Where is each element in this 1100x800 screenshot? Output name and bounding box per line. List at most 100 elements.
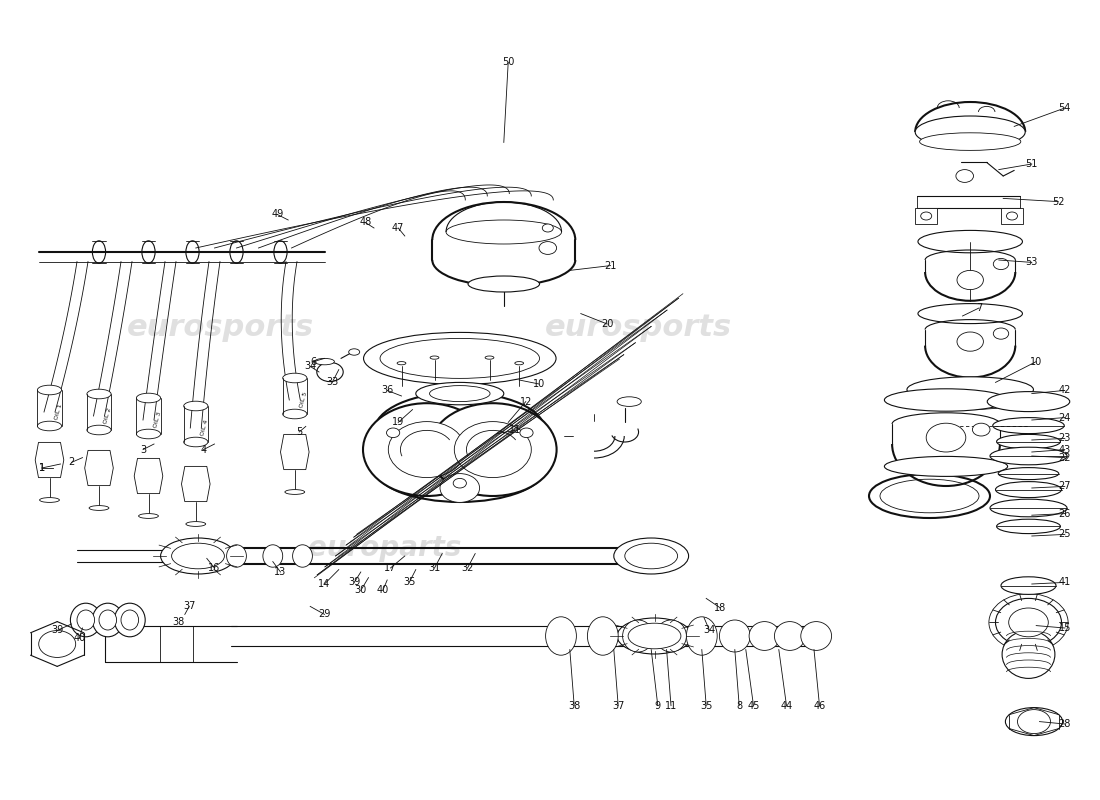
Text: 3: 3 [140, 445, 146, 454]
Circle shape [429, 403, 557, 496]
Ellipse shape [315, 358, 334, 365]
Text: 45: 45 [747, 701, 760, 710]
Ellipse shape [920, 133, 1021, 150]
Ellipse shape [990, 447, 1067, 465]
Ellipse shape [87, 426, 111, 435]
Text: eurosports: eurosports [544, 314, 732, 342]
Ellipse shape [485, 356, 494, 359]
Text: 46: 46 [813, 701, 826, 710]
Ellipse shape [363, 333, 556, 384]
Text: 18: 18 [714, 603, 727, 613]
Text: 36: 36 [381, 386, 394, 395]
Polygon shape [915, 208, 937, 224]
Text: 25: 25 [1058, 530, 1071, 539]
Text: 47: 47 [392, 223, 405, 233]
Ellipse shape [1005, 707, 1063, 736]
Circle shape [454, 422, 531, 478]
Ellipse shape [988, 392, 1069, 411]
Ellipse shape [87, 390, 111, 399]
Text: 10: 10 [1030, 357, 1043, 366]
Text: 23: 23 [1058, 434, 1071, 443]
Text: 21: 21 [604, 261, 617, 270]
Ellipse shape [884, 389, 1008, 411]
Polygon shape [85, 450, 113, 486]
Circle shape [972, 423, 990, 436]
Ellipse shape [587, 617, 618, 655]
Circle shape [317, 362, 343, 382]
Circle shape [926, 423, 966, 452]
Polygon shape [1001, 208, 1023, 224]
Text: 30: 30 [354, 586, 367, 595]
Ellipse shape [617, 397, 641, 406]
Ellipse shape [70, 603, 101, 637]
Polygon shape [35, 442, 64, 478]
Circle shape [1009, 608, 1048, 637]
Circle shape [363, 403, 491, 496]
Text: 37: 37 [183, 602, 196, 611]
Text: 43: 43 [1058, 445, 1071, 454]
Circle shape [993, 328, 1009, 339]
Text: 7: 7 [976, 303, 982, 313]
Ellipse shape [1002, 630, 1055, 678]
Circle shape [520, 428, 534, 438]
Ellipse shape [227, 545, 246, 567]
Text: 8: 8 [736, 701, 743, 710]
Ellipse shape [924, 394, 1016, 410]
Text: 28: 28 [1058, 719, 1071, 729]
Text: 1: 1 [39, 463, 45, 473]
Ellipse shape [121, 610, 139, 630]
Text: 10: 10 [532, 379, 546, 389]
Ellipse shape [992, 418, 1065, 434]
Ellipse shape [285, 490, 305, 494]
Text: OIL 3: OIL 3 [153, 411, 162, 429]
Ellipse shape [184, 437, 208, 446]
Text: 32: 32 [461, 563, 474, 573]
Ellipse shape [801, 622, 832, 650]
Ellipse shape [161, 538, 235, 574]
Text: 11: 11 [664, 701, 678, 710]
Ellipse shape [430, 356, 439, 359]
Text: 52: 52 [1052, 197, 1065, 206]
Text: 22: 22 [1058, 453, 1071, 462]
Text: 6: 6 [310, 357, 317, 366]
Text: europarts: europarts [308, 534, 462, 562]
Ellipse shape [429, 386, 490, 402]
Circle shape [956, 170, 974, 182]
Text: OIL 2: OIL 2 [103, 407, 112, 425]
Ellipse shape [139, 514, 158, 518]
Text: OIL 5: OIL 5 [299, 391, 308, 409]
Circle shape [453, 478, 466, 488]
Text: 41: 41 [1058, 578, 1071, 587]
Text: 1: 1 [39, 463, 45, 473]
Text: 40: 40 [73, 634, 86, 643]
Ellipse shape [719, 620, 750, 652]
Text: 2: 2 [68, 458, 75, 467]
Text: 26: 26 [1058, 509, 1071, 518]
Circle shape [1018, 710, 1050, 734]
Ellipse shape [884, 456, 1008, 477]
Ellipse shape [283, 373, 307, 383]
Ellipse shape [77, 610, 95, 630]
Circle shape [957, 270, 983, 290]
Circle shape [542, 224, 553, 232]
Circle shape [39, 630, 76, 658]
Text: 48: 48 [359, 218, 372, 227]
Text: 17: 17 [384, 563, 397, 573]
Ellipse shape [468, 276, 539, 292]
Text: 42: 42 [1058, 386, 1071, 395]
Text: 38: 38 [172, 618, 185, 627]
Ellipse shape [89, 506, 109, 510]
Ellipse shape [774, 622, 805, 650]
Circle shape [993, 258, 1009, 270]
Text: 5: 5 [296, 427, 303, 437]
Ellipse shape [186, 522, 206, 526]
Ellipse shape [515, 362, 524, 365]
Text: OIL 1: OIL 1 [54, 403, 63, 421]
Ellipse shape [997, 434, 1060, 449]
Ellipse shape [999, 467, 1058, 480]
Ellipse shape [172, 543, 224, 569]
Ellipse shape [136, 429, 161, 439]
Ellipse shape [990, 499, 1067, 517]
Text: 51: 51 [1025, 159, 1038, 169]
Ellipse shape [37, 421, 62, 430]
